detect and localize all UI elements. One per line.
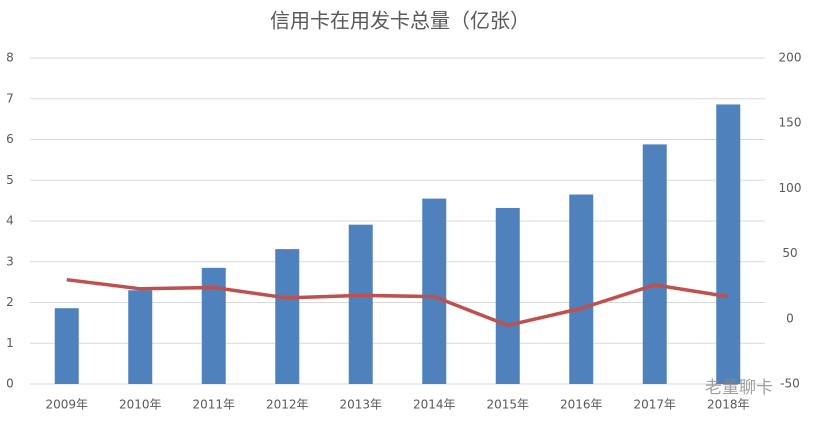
x-tick-label: 2014年 <box>413 398 456 412</box>
bar <box>54 308 79 384</box>
y-tick-label: 5 <box>6 173 14 187</box>
y2-tick-label: 150 <box>779 116 802 130</box>
x-tick-label: 2009年 <box>45 398 88 412</box>
x-tick-label: 2018年 <box>707 398 750 412</box>
bar <box>422 198 447 384</box>
y2-tick-label: 0 <box>786 311 794 325</box>
y-tick-label: 3 <box>6 254 14 268</box>
y2-tick-label: -50 <box>780 377 800 391</box>
bar <box>275 249 300 384</box>
y-tick-label: 6 <box>6 132 14 146</box>
line <box>66 277 729 328</box>
bar <box>348 224 373 384</box>
bar <box>495 207 520 384</box>
bar <box>201 267 226 384</box>
y-tick-label: 4 <box>6 214 14 228</box>
y-tick-label: 7 <box>6 91 14 105</box>
y2-tick-label: 200 <box>779 51 802 65</box>
x-tick-label: 2015年 <box>486 398 529 412</box>
y-tick-label: 2 <box>6 295 14 309</box>
y-tick-label: 1 <box>6 336 14 350</box>
bar <box>642 144 667 384</box>
x-tick-label: 2017年 <box>633 398 676 412</box>
chart-title: 信用卡在用发卡总量（亿张） <box>270 9 530 33</box>
x-tick-label: 2011年 <box>192 398 235 412</box>
x-tick-label: 2012年 <box>266 398 309 412</box>
bar <box>716 104 741 384</box>
bar <box>569 194 594 384</box>
x-tick-label: 2013年 <box>339 398 382 412</box>
watermark: 老董聊卡 <box>705 378 773 398</box>
y2-tick-label: 50 <box>782 246 797 260</box>
y2-tick-label: 100 <box>779 181 802 195</box>
x-tick-label: 2016年 <box>560 398 603 412</box>
y-tick-label: 0 <box>6 377 14 391</box>
x-tick-label: 2010年 <box>119 398 162 412</box>
bar <box>128 290 153 384</box>
y-tick-label: 8 <box>6 51 14 65</box>
